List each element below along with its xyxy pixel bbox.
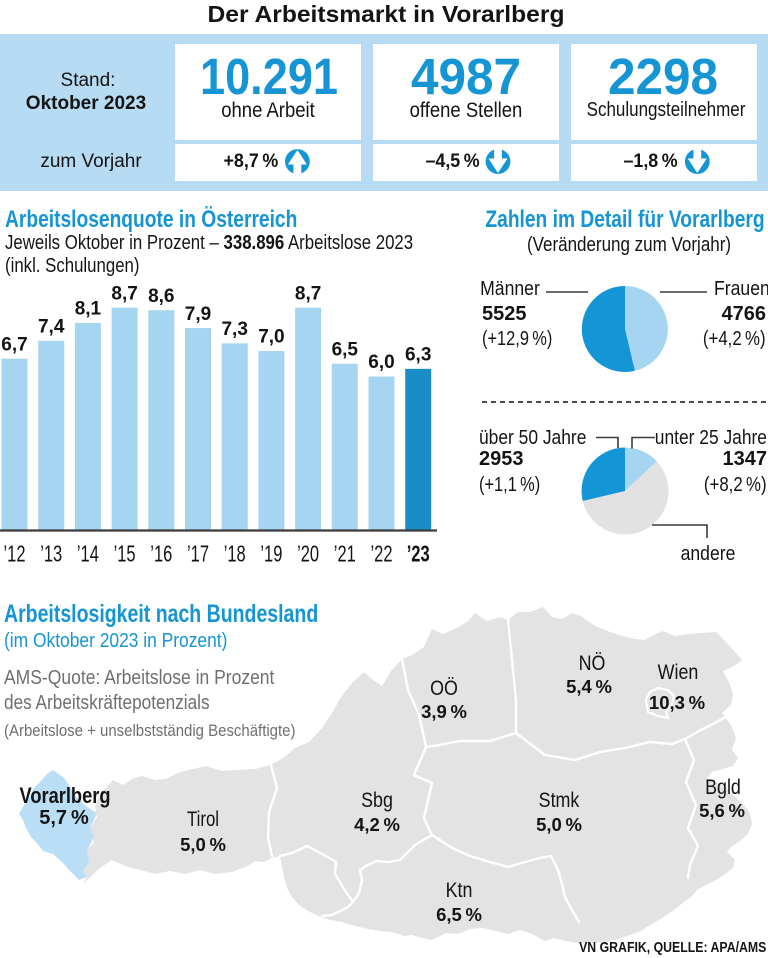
svg-text:’17: ’17 xyxy=(187,541,209,567)
svg-text:6,3: 6,3 xyxy=(405,345,431,366)
svg-text:6,7: 6,7 xyxy=(1,334,27,355)
svg-text:’16: ’16 xyxy=(150,541,172,567)
svg-text:6,0: 6,0 xyxy=(368,352,394,373)
svg-text:6,5: 6,5 xyxy=(332,339,359,360)
svg-text:8,1: 8,1 xyxy=(75,299,102,320)
svg-text:8,7: 8,7 xyxy=(295,283,321,304)
svg-text:’19: ’19 xyxy=(260,541,282,567)
svg-text:8,7: 8,7 xyxy=(111,283,137,304)
svg-text:7,4: 7,4 xyxy=(38,317,65,338)
svg-text:’23: ’23 xyxy=(407,541,430,567)
svg-text:’18: ’18 xyxy=(224,541,246,567)
svg-text:7,3: 7,3 xyxy=(221,319,247,340)
svg-text:’22: ’22 xyxy=(371,541,393,567)
svg-text:’13: ’13 xyxy=(40,541,62,567)
svg-text:7,0: 7,0 xyxy=(258,327,284,348)
svg-text:’20: ’20 xyxy=(297,541,319,567)
svg-text:’12: ’12 xyxy=(4,541,26,567)
svg-text:’15: ’15 xyxy=(114,541,136,567)
svg-text:7,9: 7,9 xyxy=(185,304,211,325)
svg-text:’21: ’21 xyxy=(334,541,356,567)
svg-text:8,6: 8,6 xyxy=(148,286,174,307)
svg-text:’14: ’14 xyxy=(77,541,99,567)
